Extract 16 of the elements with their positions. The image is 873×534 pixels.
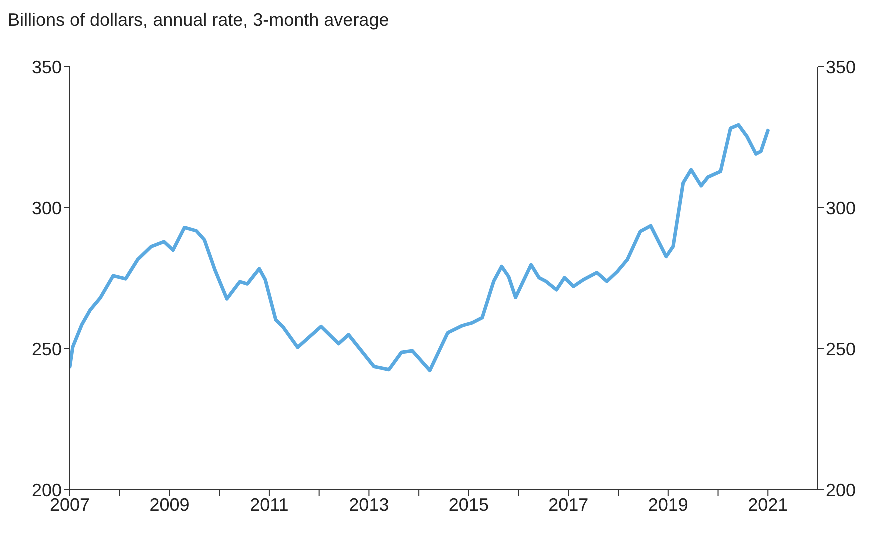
- x-tick-label: 2011: [250, 494, 289, 515]
- x-tick-label: 2019: [648, 494, 688, 515]
- x-tick-label: 2013: [349, 494, 390, 515]
- y-tick-label: 300: [32, 198, 62, 218]
- y-tick-label: 250: [32, 339, 62, 360]
- line-series: [70, 123, 770, 372]
- x-tick-label: 2017: [548, 494, 589, 515]
- y2-tick-label: 250: [826, 339, 856, 360]
- y-axis-title: Billions of dollars, annual rate, 3-month average: [8, 10, 390, 31]
- x-tick-label: 2021: [748, 494, 788, 515]
- y2-tick-label: 350: [826, 57, 856, 78]
- x-tick-label: 2009: [150, 494, 190, 515]
- y2-tick-label: 200: [826, 480, 856, 500]
- x-tick-label: 2015: [448, 494, 489, 515]
- y-tick-label: 350: [32, 57, 62, 78]
- y2-tick-label: 300: [826, 198, 856, 218]
